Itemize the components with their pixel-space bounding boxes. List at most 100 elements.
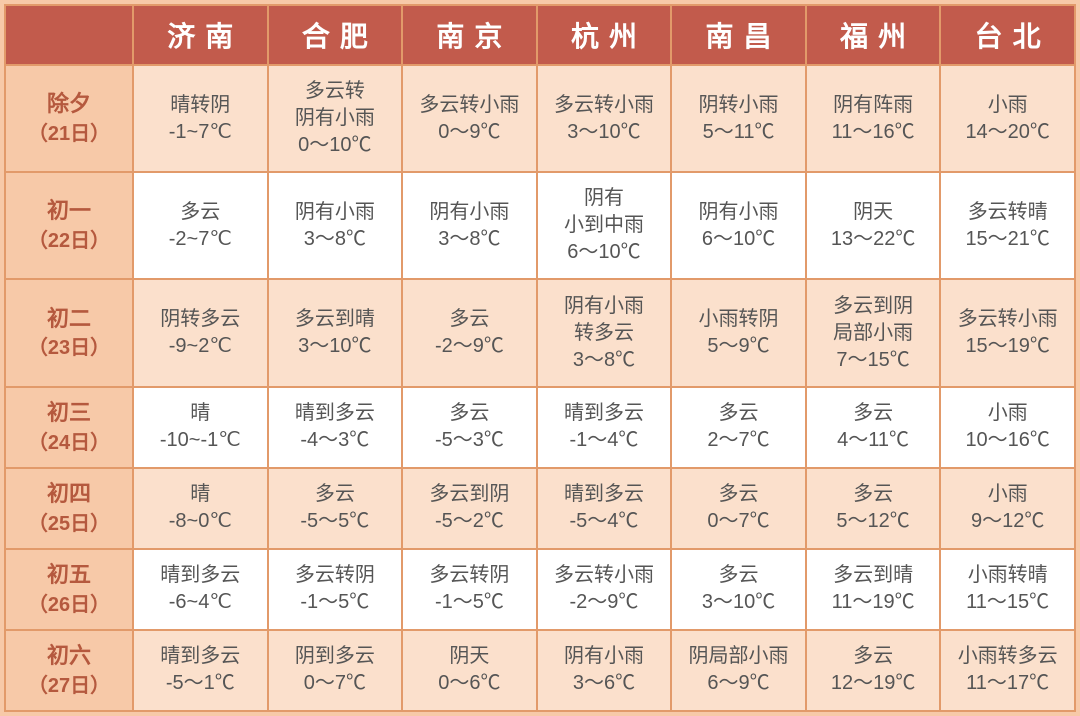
forecast-cell: 多云3～10℃ [671,549,806,630]
temperature-range: 3～6℃ [540,670,669,697]
temperature-range: -5～3℃ [405,427,534,454]
temperature-range: 0～7℃ [674,508,803,535]
forecast-cell: 多云转阴-1～5℃ [268,549,403,630]
weather-condition: 晴转阴 [136,92,265,119]
forecast-cell: 多云0～7℃ [671,468,806,549]
forecast-cell: 晴-8~0℃ [133,468,268,549]
table-row: 除夕（21日）晴转阴-1~7℃多云转阴有小雨0～10℃多云转小雨0～9℃多云转小… [5,65,1075,172]
forecast-cell: 阴有小雨转多云3～8℃ [537,279,672,386]
weather-condition: 阴转小雨 [674,92,803,119]
forecast-cell: 多云-5～5℃ [268,468,403,549]
row-sublabel: （27日） [8,672,130,700]
weather-condition: 局部小雨 [809,320,938,347]
weather-condition: 阴有小雨 [540,293,669,320]
temperature-range: 10～16℃ [943,427,1072,454]
row-label: 初二 [47,306,91,331]
temperature-range: 3～8℃ [271,226,400,253]
column-header: 南京 [402,5,537,65]
forecast-cell: 小雨14～20℃ [940,65,1075,172]
temperature-range: 15～21℃ [943,226,1072,253]
column-header: 台北 [940,5,1075,65]
weather-condition: 多云 [809,400,938,427]
forecast-cell: 晴到多云-4～3℃ [268,387,403,468]
forecast-cell: 多云到阴-5～2℃ [402,468,537,549]
column-header: 杭州 [537,5,672,65]
forecast-cell: 多云转小雨-2～9℃ [537,549,672,630]
weather-condition: 阴天 [809,199,938,226]
weather-condition: 晴 [136,481,265,508]
table-row: 初三（24日）晴-10~-1℃晴到多云-4～3℃多云-5～3℃晴到多云-1～4℃… [5,387,1075,468]
temperature-range: -9~2℃ [136,333,265,360]
temperature-range: 12～19℃ [809,670,938,697]
temperature-range: 11～15℃ [943,589,1072,616]
forecast-cell: 阴天0～6℃ [402,630,537,711]
forecast-cell: 多云4～11℃ [806,387,941,468]
forecast-cell: 晴到多云-5～1℃ [133,630,268,711]
weather-condition: 多云 [405,400,534,427]
forecast-cell: 多云-2~7℃ [133,172,268,279]
temperature-range: 9～12℃ [943,508,1072,535]
temperature-range: -1～4℃ [540,427,669,454]
weather-condition: 晴 [136,400,265,427]
weather-condition: 阴局部小雨 [674,643,803,670]
forecast-cell: 阴有小雨3～6℃ [537,630,672,711]
row-sublabel: （23日） [8,334,130,362]
forecast-cell: 阴有小雨6～10℃ [671,172,806,279]
weather-condition: 多云转小雨 [405,92,534,119]
forecast-cell: 阴有阵雨11～16℃ [806,65,941,172]
forecast-cell: 多云到阴局部小雨7～15℃ [806,279,941,386]
temperature-range: 6～10℃ [540,239,669,266]
weather-condition: 阴有小雨 [540,643,669,670]
weather-condition: 多云 [136,199,265,226]
forecast-cell: 阴天13～22℃ [806,172,941,279]
weather-condition: 多云到晴 [271,306,400,333]
forecast-cell: 小雨转晴11～15℃ [940,549,1075,630]
temperature-range: 15～19℃ [943,333,1072,360]
column-header: 济南 [133,5,268,65]
table-row: 初一（22日）多云-2~7℃阴有小雨3～8℃阴有小雨3～8℃阴有小到中雨6～10… [5,172,1075,279]
temperature-range: -4～3℃ [271,427,400,454]
temperature-range: 11～19℃ [809,589,938,616]
temperature-range: 0～9℃ [405,119,534,146]
row-label: 初六 [47,643,91,668]
table-row: 初四（25日）晴-8~0℃多云-5～5℃多云到阴-5～2℃晴到多云-5～4℃多云… [5,468,1075,549]
row-sublabel: （22日） [8,227,130,255]
weather-condition: 多云 [405,306,534,333]
weather-condition: 晴到多云 [540,481,669,508]
weather-condition: 小到中雨 [540,212,669,239]
temperature-range: 3～10℃ [271,333,400,360]
forecast-cell: 多云转阴有小雨0～10℃ [268,65,403,172]
forecast-cell: 多云转小雨0～9℃ [402,65,537,172]
row-header: 除夕 （21日） [5,65,133,172]
forecast-cell: 阴转多云-9~2℃ [133,279,268,386]
temperature-range: 5～12℃ [809,508,938,535]
temperature-range: 3～10℃ [540,119,669,146]
weather-condition: 多云转晴 [943,199,1072,226]
temperature-range: -5～5℃ [271,508,400,535]
forecast-cell: 阴有小雨3～8℃ [402,172,537,279]
temperature-range: 2～7℃ [674,427,803,454]
temperature-range: 0～6℃ [405,670,534,697]
forecast-cell: 小雨转阴5～9℃ [671,279,806,386]
forecast-cell: 多云到晴11～19℃ [806,549,941,630]
weather-condition: 小雨 [943,481,1072,508]
temperature-range: -2～9℃ [405,333,534,360]
row-label: 初四 [47,481,91,506]
row-sublabel: （21日） [8,120,130,148]
forecast-cell: 多云5～12℃ [806,468,941,549]
forecast-cell: 多云转阴-1～5℃ [402,549,537,630]
weather-condition: 多云 [809,481,938,508]
temperature-range: 13～22℃ [809,226,938,253]
temperature-range: 3～8℃ [540,347,669,374]
forecast-cell: 阴到多云0～7℃ [268,630,403,711]
weather-condition: 阴转多云 [136,306,265,333]
temperature-range: 3～10℃ [674,589,803,616]
weather-condition: 小雨 [943,400,1072,427]
row-header: 初六 （27日） [5,630,133,711]
row-label: 除夕 [47,91,91,116]
table-row: 初五（26日）晴到多云-6~4℃多云转阴-1～5℃多云转阴-1～5℃多云转小雨-… [5,549,1075,630]
forecast-cell: 多云-2～9℃ [402,279,537,386]
weather-condition: 多云转 [271,78,400,105]
weather-condition: 晴到多云 [136,643,265,670]
weather-condition: 阴有小雨 [271,199,400,226]
